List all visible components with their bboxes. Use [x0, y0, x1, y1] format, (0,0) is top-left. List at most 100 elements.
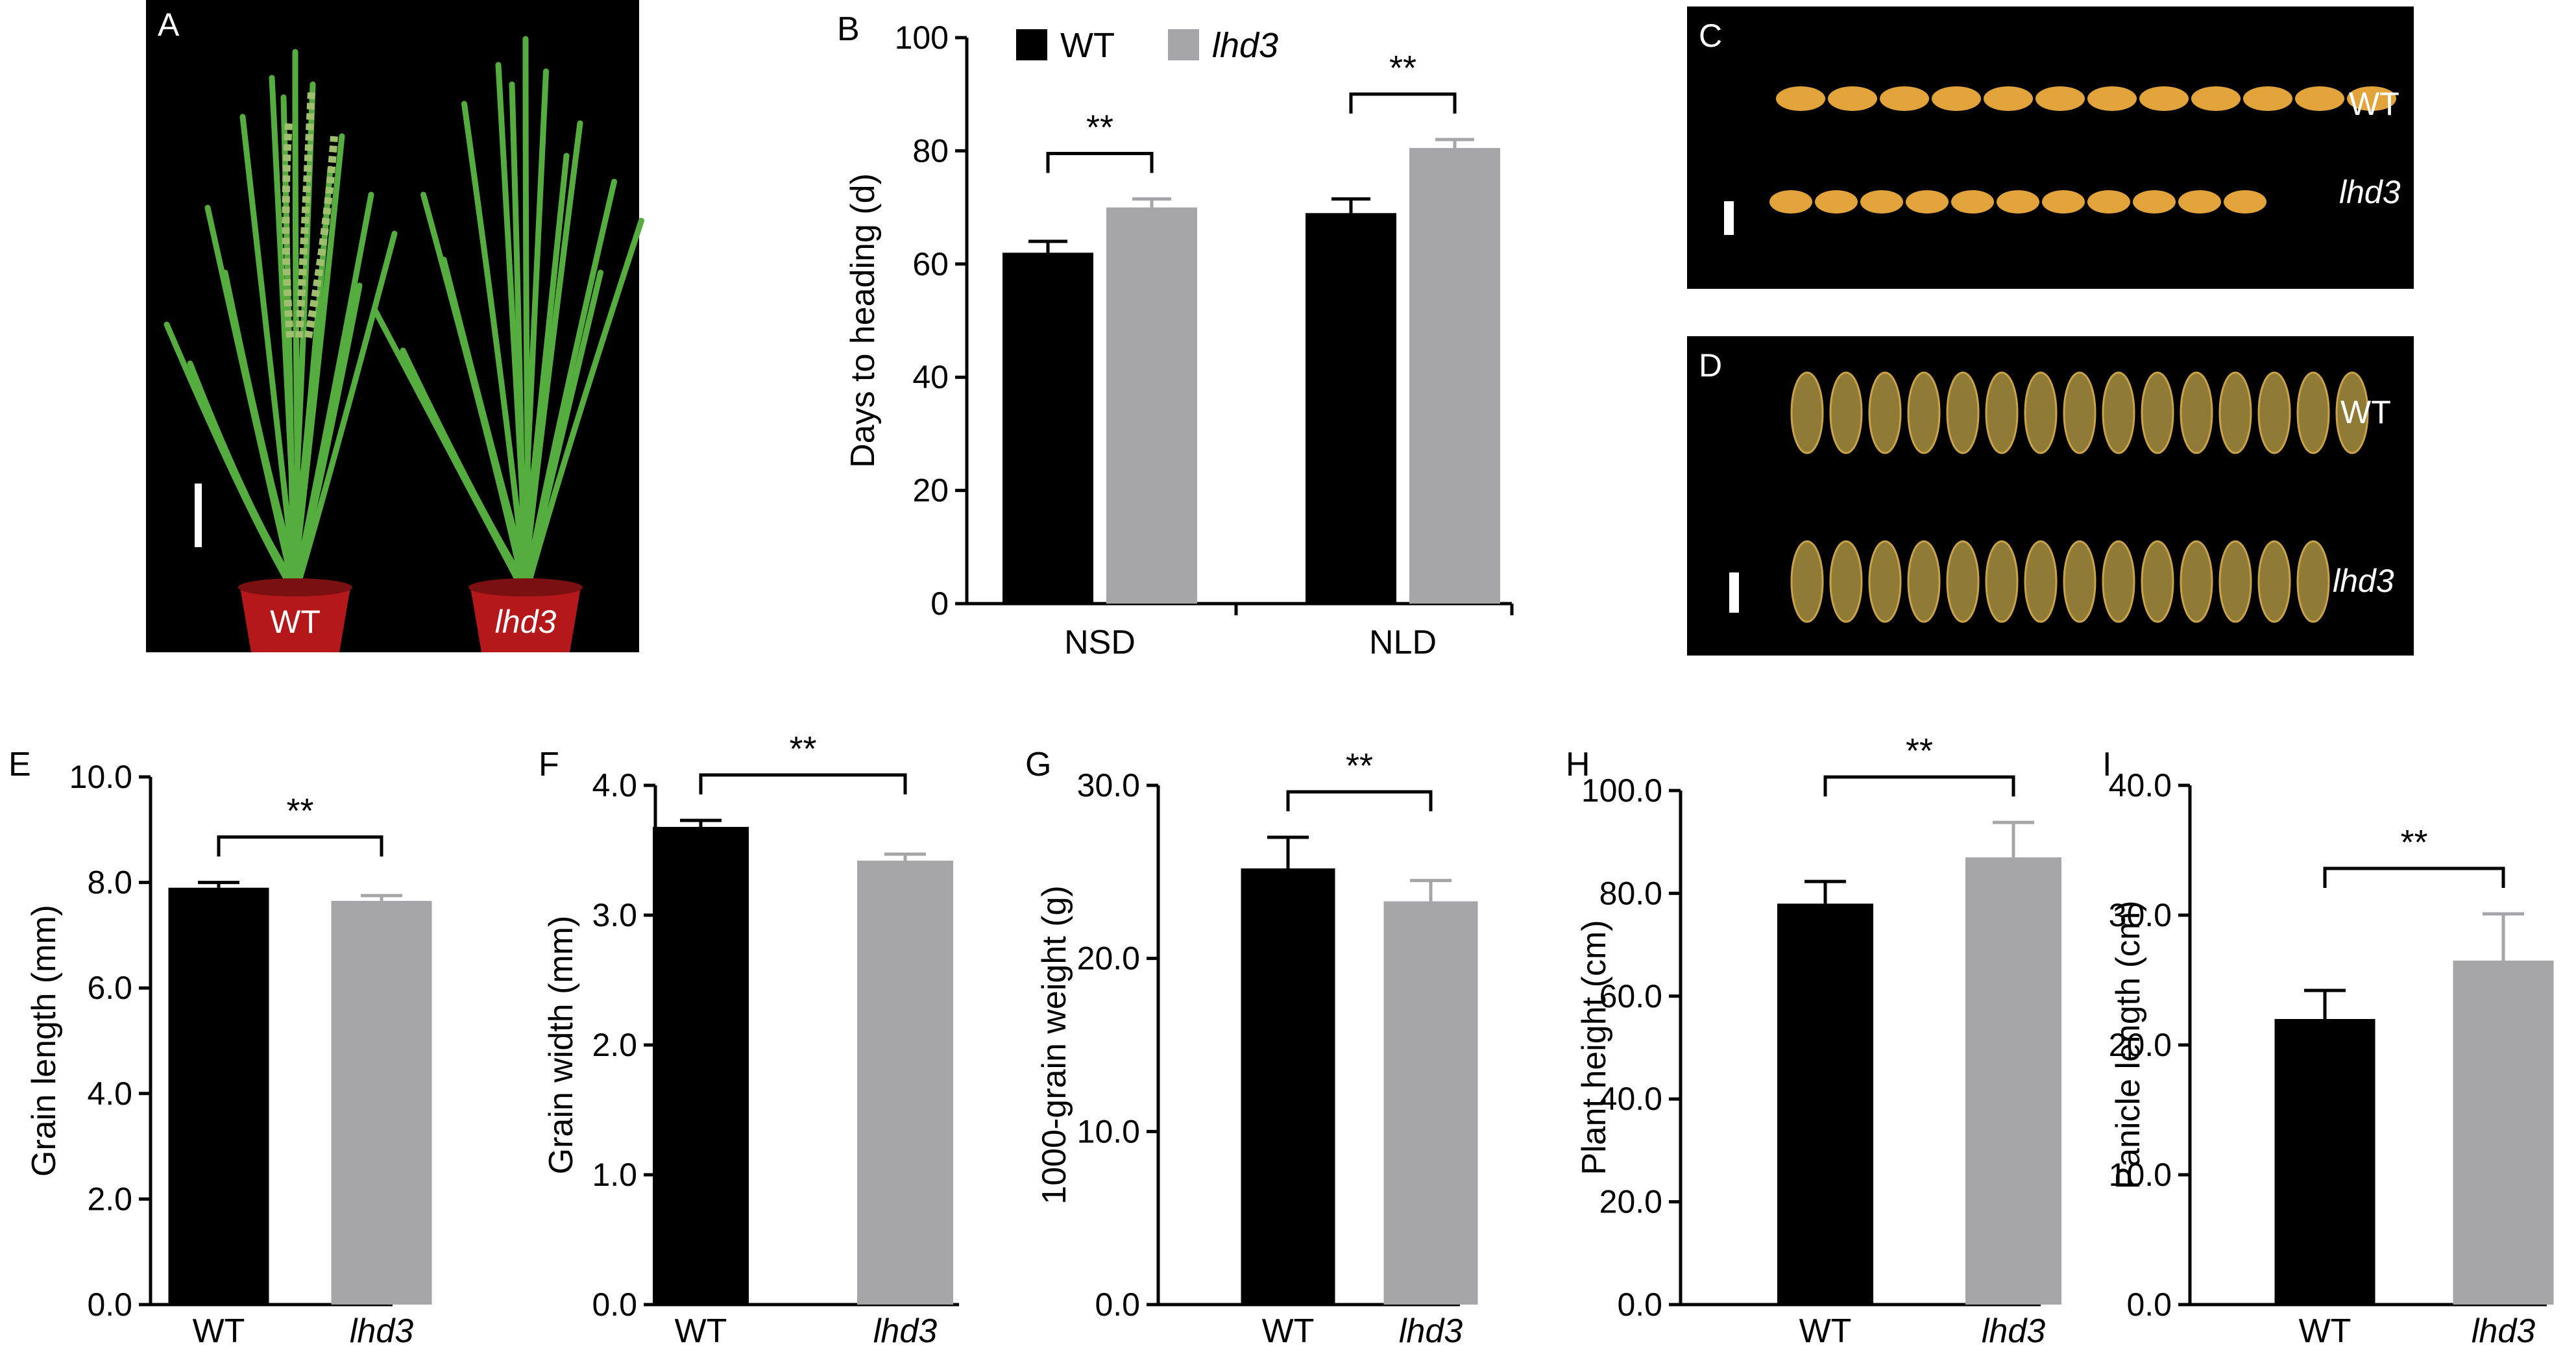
x-tick-label: lhd3: [350, 1312, 413, 1350]
bar: [331, 901, 432, 1305]
leaf: [294, 230, 398, 591]
panel-letter-f: F: [539, 746, 559, 783]
y-axis-label: Plant height (cm): [1575, 920, 1613, 1175]
grain: [2178, 190, 2221, 214]
significance-label: **: [2400, 823, 2427, 862]
y-tick-label: 80: [912, 132, 949, 169]
bar: [1409, 148, 1500, 604]
grain: [1790, 540, 1824, 623]
grain-row: WT: [1790, 371, 2391, 454]
leaf: [518, 153, 570, 591]
photo-panel-d: D WT lhd3: [1687, 336, 2414, 656]
chart-b: B 0 20 40 60 80 100 Days to heading (d) NSD ** NLD…: [837, 10, 1514, 661]
y-axis-label: Grain length (mm): [25, 905, 63, 1177]
significance-bracket: [1286, 790, 1433, 811]
grain: [2257, 371, 2291, 454]
significance-label: **: [286, 792, 313, 831]
chart-i: I 0.0 10.0 20.0 30.0 40.0 Panicle length (cm) W…: [2102, 746, 2554, 1350]
grain: [1880, 86, 1929, 111]
significance-bracket: [217, 835, 383, 857]
scale-bar: [195, 484, 202, 547]
x-tick-label: lhd3: [1982, 1312, 2045, 1350]
legend-label: WT: [1060, 26, 1115, 65]
y-tick-label: 0.0: [592, 1286, 637, 1323]
y-tick-label: 0: [930, 585, 949, 622]
grain: [1946, 371, 1980, 454]
leaf: [239, 114, 298, 591]
grain: [2224, 190, 2266, 214]
y-tick-label: 20: [912, 473, 949, 509]
significance-bracket: [2323, 866, 2505, 888]
x-tick-label: WT: [675, 1312, 727, 1350]
leaf: [461, 101, 529, 591]
grain: [2257, 540, 2291, 623]
grain: [2063, 540, 2096, 623]
leaf: [292, 282, 363, 591]
significance-label: **: [1086, 108, 1113, 147]
grain: [2024, 540, 2058, 623]
grain: [1868, 371, 1902, 454]
photo-label-mutant: lhd3: [2333, 563, 2394, 599]
legend-swatch: [1016, 29, 1047, 60]
y-tick-label: 0.0: [2126, 1286, 2172, 1323]
bar: [1106, 207, 1197, 604]
grain: [1790, 371, 1824, 454]
photo-label-wt: WT: [2349, 86, 2400, 122]
leaf: [509, 81, 527, 591]
y-tick-label: 40.0: [2109, 767, 2172, 804]
legend-label: lhd3: [1212, 26, 1278, 65]
grain: [2180, 540, 2213, 623]
grain: [2063, 371, 2096, 454]
y-tick-label: 30.0: [2109, 897, 2172, 933]
grain: [2087, 86, 2137, 111]
y-tick-label: 100.0: [1581, 772, 1662, 809]
y-tick-label: 1.0: [592, 1157, 637, 1193]
y-tick-label: 2.0: [87, 1181, 132, 1217]
x-tick-label: lhd3: [873, 1312, 937, 1350]
grain: [2191, 86, 2241, 111]
photo-label-wt: WT: [2340, 394, 2391, 430]
significance-bracket: [1823, 775, 2015, 797]
grain: [1868, 540, 1902, 623]
y-tick-label: 3.0: [592, 897, 637, 933]
scale-bar: [1729, 572, 1739, 613]
grain: [1985, 371, 2019, 454]
grain: [2295, 86, 2344, 111]
bar: [2274, 1019, 2376, 1305]
panel-letter-h: H: [1566, 746, 1590, 783]
grain-row: WT: [1776, 86, 2400, 122]
x-tick-label: NLD: [1369, 624, 1437, 661]
grain: [1829, 371, 1863, 454]
pot: [470, 587, 581, 652]
y-tick-label: 4.0: [87, 1075, 132, 1112]
leaf: [524, 217, 644, 591]
x-tick-label: WT: [193, 1312, 245, 1350]
y-tick-label: 100: [895, 19, 949, 56]
significance-label: **: [789, 730, 816, 768]
grain: [2139, 86, 2189, 111]
y-tick-label: 80.0: [1599, 875, 1662, 911]
bar: [857, 861, 953, 1305]
x-tick-label: lhd3: [2472, 1312, 2535, 1350]
grain: [1906, 190, 1949, 214]
leaf: [522, 269, 603, 591]
grain: [2133, 190, 2176, 214]
pot-rim: [468, 578, 583, 596]
panicle: [282, 123, 294, 338]
rice-plant-photo: [146, 0, 639, 652]
y-tick-label: 30.0: [1077, 767, 1140, 804]
grain-row: lhd3: [1790, 540, 2394, 623]
rice-plant: WT: [164, 49, 398, 652]
panel-letter-b: B: [837, 10, 860, 48]
chart-g: G 0.0 10.0 20.0 30.0 1000-grain weight (g) WT l…: [1025, 746, 1478, 1350]
bar: [1002, 252, 1093, 604]
photo-label-wt: WT: [270, 604, 321, 640]
y-axis-label: 1000-grain weight (g): [1036, 885, 1073, 1204]
panicle: [295, 90, 315, 338]
significance-label: **: [1906, 731, 1933, 770]
bar: [1777, 903, 1873, 1305]
photo-label-mutant: lhd3: [495, 604, 557, 640]
grain: [2035, 86, 2085, 111]
bar: [1383, 901, 1478, 1305]
